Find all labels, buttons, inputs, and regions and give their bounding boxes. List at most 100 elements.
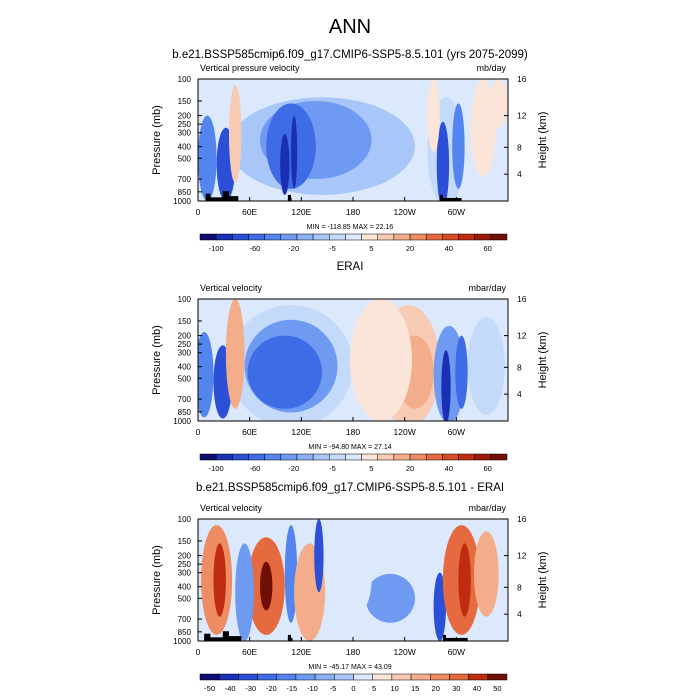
colorbar-label: 40	[473, 684, 481, 693]
x-tick-label: 120W	[394, 647, 416, 657]
colorbar-swatch	[257, 673, 277, 681]
colorbar-swatch	[361, 453, 378, 461]
contour-region	[334, 543, 372, 617]
contour-region	[467, 317, 505, 415]
contour-region	[213, 543, 226, 617]
topography-mask	[442, 637, 468, 641]
y-tick-label: 200	[178, 332, 192, 341]
units-label: mbar/day	[468, 283, 506, 293]
y-tick-label: 100	[178, 515, 192, 524]
x-tick-label: 180	[346, 647, 360, 657]
y-tick-label: 500	[178, 154, 192, 163]
contour-region	[266, 103, 316, 189]
colorbar-label: -20	[288, 244, 299, 253]
colorbar-swatch	[312, 233, 330, 241]
colorbar-swatch	[296, 233, 314, 241]
colorbar-label: -100	[209, 464, 224, 473]
colorbar-label: 20	[406, 244, 414, 253]
y2-tick-label: 16	[517, 74, 527, 84]
colorbar-swatch	[345, 453, 362, 461]
colorbar-label: 50	[493, 684, 501, 693]
panels-container: b.e21.BSSP585cmip6.f09_g17.CMIP6-SSP5-8.…	[151, 49, 549, 693]
colorbar-swatch	[329, 233, 346, 241]
panel-3: b.e21.BSSP585cmip6.f09_g17.CMIP6-SSP5-8.…	[151, 482, 549, 693]
y2-axis-label: Height (km)	[537, 112, 549, 169]
colorbar-swatch	[377, 233, 395, 241]
y2-tick-label: 16	[517, 294, 527, 304]
y2-tick-label: 16	[517, 514, 527, 524]
x-tick-label: 60W	[448, 647, 465, 657]
colorbar-swatch	[393, 233, 411, 241]
y-tick-label: 500	[178, 594, 192, 603]
y2-tick-label: 12	[517, 551, 527, 561]
variable-label: Vertical velocity	[200, 283, 263, 293]
y-tick-label: 300	[178, 569, 192, 578]
colorbar-label: -5	[330, 684, 337, 693]
x-tick-label: 60W	[448, 207, 465, 217]
colorbar-label: -10	[307, 684, 318, 693]
colorbar-swatch	[377, 453, 395, 461]
colorbar-label: 0	[351, 684, 355, 693]
colorbar-label: -60	[250, 244, 261, 253]
y-tick-label: 200	[178, 552, 192, 561]
y-tick-label: 850	[178, 188, 192, 197]
colorbar-swatch	[215, 233, 233, 241]
contour-region	[284, 525, 298, 623]
colorbar-swatch	[425, 233, 443, 241]
y-axis-label: Pressure (mb)	[151, 545, 163, 615]
y-tick-label: 150	[178, 537, 192, 546]
contour-region	[436, 121, 450, 201]
colorbar-swatch	[391, 673, 412, 681]
y-tick-label: 700	[178, 615, 192, 624]
colorbar-swatch	[280, 453, 298, 461]
contour-region	[198, 331, 214, 418]
colorbar-swatch	[468, 673, 489, 681]
colorbar-swatch	[410, 673, 431, 681]
topography-mask	[222, 196, 239, 201]
y2-tick-label: 12	[517, 331, 527, 341]
colorbar-swatch	[199, 233, 217, 241]
colorbar-swatch	[238, 673, 258, 681]
contour-region	[291, 115, 298, 189]
colorbar-label: -50	[204, 684, 215, 693]
topography-mask	[204, 633, 211, 641]
y-tick-label: 250	[178, 120, 192, 129]
y-axis-label: Pressure (mb)	[151, 105, 163, 175]
x-tick-label: 60E	[242, 427, 257, 437]
colorbar-swatch	[430, 673, 450, 681]
colorbar-label: -100	[209, 244, 224, 253]
y-tick-label: 1000	[173, 637, 191, 646]
x-tick-label: 0	[196, 207, 201, 217]
contour-region	[427, 79, 440, 153]
y-tick-label: 400	[178, 363, 192, 372]
y2-tick-label: 8	[517, 142, 522, 152]
colorbar-swatch	[334, 673, 354, 681]
colorbar-swatch	[425, 453, 443, 461]
y2-tick-label: 4	[517, 609, 522, 619]
colorbar-label: -15	[286, 684, 297, 693]
y-tick-label: 500	[178, 374, 192, 383]
colorbar-label: 5	[372, 684, 376, 693]
x-tick-label: 60E	[242, 207, 257, 217]
colorbar-swatch	[329, 453, 346, 461]
colorbar-label: 5	[369, 464, 373, 473]
y-tick-label: 700	[178, 175, 192, 184]
y-tick-label: 400	[178, 583, 192, 592]
colorbar-label: 60	[483, 464, 491, 473]
colorbar-swatch	[442, 453, 459, 461]
panel-2: ERAI Vertical velocity mbar/day 0 60E 120E 180…	[151, 261, 549, 473]
colorbar-label: -30	[245, 684, 256, 693]
colorbar-swatch	[487, 673, 508, 681]
panel-title: ERAI	[337, 261, 364, 273]
topography-mask	[205, 197, 234, 201]
units-label: mbar/day	[468, 503, 506, 513]
colorbar-swatch	[442, 233, 459, 241]
y-tick-label: 1000	[173, 417, 191, 426]
colorbar-label: 40	[445, 244, 453, 253]
colorbar-label: 30	[452, 684, 460, 693]
colorbar-swatch	[312, 453, 330, 461]
contour-field	[198, 299, 508, 421]
colorbar-swatch	[248, 453, 265, 461]
panel-1: b.e21.BSSP585cmip6.f09_g17.CMIP6-SSP5-8.…	[151, 49, 549, 253]
figure-title: ANN	[329, 16, 371, 38]
